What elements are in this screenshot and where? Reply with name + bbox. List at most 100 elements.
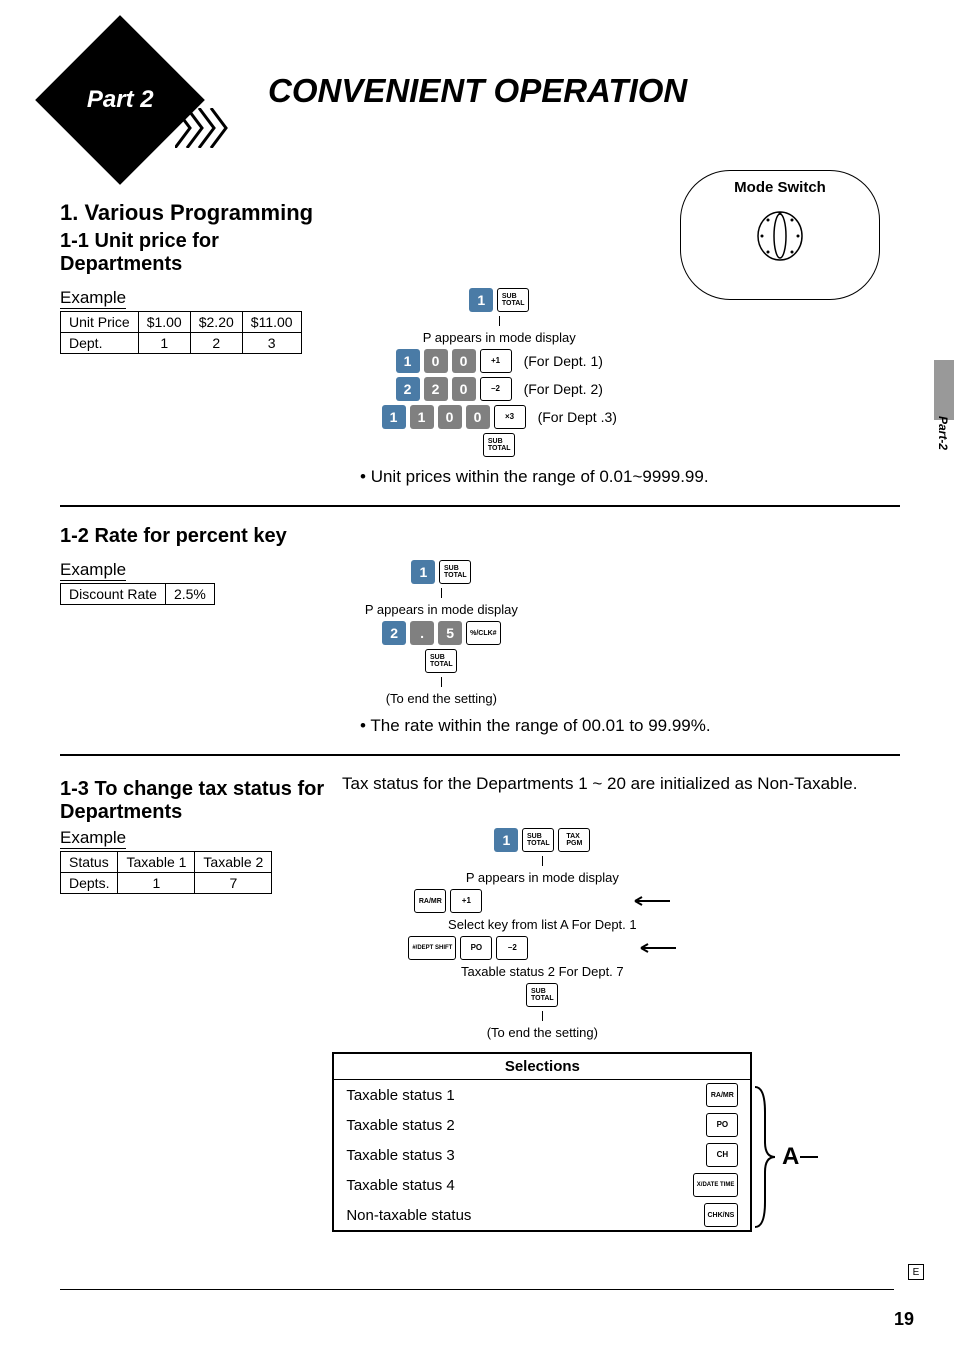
pct-key-icon: %/CLK# [466,621,500,645]
arrow-left-icon [636,943,676,953]
side-part-label: Part-2 [936,416,950,450]
example-label: Example [60,288,126,309]
cell: 7 [195,873,272,894]
annot: (For Dept. 1) [524,353,603,369]
cell: 3 [242,333,301,354]
keyrow: 1 SUB TOTAL [411,560,471,584]
sel-label: Taxable status 4 [346,1177,454,1194]
sel-key-icon: X/DATE TIME [693,1173,739,1197]
note-1-1: Unit prices within the range of 0.01~999… [360,467,900,487]
sel-row: Taxable status 1 RA/MR [334,1080,750,1110]
sel-key-icon: PO [706,1113,738,1137]
example-label: Example [60,560,126,581]
num-key-icon: 0 [452,349,476,373]
e-box: E [908,1264,924,1280]
sel-label: Taxable status 2 [346,1117,454,1134]
keyrow: 1 SUB TOTAL [469,288,529,312]
annot: (For Dept. 2) [524,381,603,397]
example-1-2: Example Discount Rate 2.5% [60,560,215,605]
cell: 1 [118,873,195,894]
cell: $11.00 [242,312,301,333]
selections-table: Selections Taxable status 1 RA/MR Taxabl… [332,1052,752,1232]
selections-header: Selections [334,1054,750,1080]
keyrow: SUB TOTAL [483,433,515,457]
dept-key-icon: +1 [480,349,512,373]
mode-switch-box: Mode Switch [680,170,880,300]
table-row: Depts. 1 7 [61,873,272,894]
sel-label: Taxable status 3 [346,1147,454,1164]
cell: $1.00 [138,312,190,333]
keyrow: SUB TOTAL [526,983,558,1007]
vline-icon [499,316,500,326]
sel-label: Taxable status 1 [346,1087,454,1104]
shift-key-icon: #/DEPT SHIFT [408,936,456,960]
keyrow: #/DEPT SHIFT PO –2 [408,936,676,960]
keyseq-1-1: 1 SUB TOTAL P appears in mode display 1 … [382,288,617,457]
num-key-icon: 1 [411,560,435,584]
keyseq-1-2: 1 SUB TOTAL P appears in mode display 2 … [365,560,518,706]
tax-table: Status Taxable 1 Taxable 2 Depts. 1 7 [60,851,272,894]
keyrow: 2 2 0 –2 (For Dept. 2) [396,377,603,401]
keyrow: RA/MR +1 [414,889,670,913]
num-key-icon: 1 [469,288,493,312]
table-row: Unit Price $1.00 $2.20 $11.00 [61,312,302,333]
vline-icon [441,677,442,687]
sel-row: Non-taxable status CHK/NS [334,1200,750,1230]
keyrow: 1 0 0 +1 (For Dept. 1) [396,349,603,373]
cell: Discount Rate [61,584,166,605]
keyrow: 1 1 0 0 ×3 (For Dept .3) [382,405,617,429]
cell: $2.20 [190,312,242,333]
part-badge: Part 2 [40,20,220,200]
subtotal-key-icon: SUB TOTAL [522,828,554,852]
note-1-2: The rate within the range of 00.01 to 99… [360,716,900,736]
num-key-icon: 2 [396,377,420,401]
table-row: Discount Rate 2.5% [61,584,215,605]
example-label: Example [60,828,126,849]
vline-icon [542,1011,543,1021]
dept-key-icon: +1 [450,889,482,913]
discount-table: Discount Rate 2.5% [60,583,215,605]
mode-switch-label: Mode Switch [681,179,879,196]
num-key-icon: 0 [466,405,490,429]
section-1-3-heading: 1-3 To change tax status for Departments [60,778,330,824]
sel-row: Taxable status 2 PO [334,1110,750,1140]
num-key-icon: 0 [424,349,448,373]
keyrow: SUB TOTAL [425,649,457,673]
cell: Dept. [61,333,139,354]
end-msg: (To end the setting) [487,1025,598,1040]
subtotal-key-icon: SUB TOTAL [526,983,558,1007]
num-key-icon: 1 [396,349,420,373]
annot: Taxable status 2 For Dept. 7 [461,964,624,979]
subtotal-key-icon: SUB TOTAL [425,649,457,673]
vline-icon [441,588,442,598]
page-number: 19 [894,1309,914,1330]
sel-row: Taxable status 4 X/DATE TIME [334,1170,750,1200]
example-1-3: Example Status Taxable 1 Taxable 2 Depts… [60,828,272,894]
chevrons-icon [175,108,255,148]
footer-line [60,1289,894,1290]
num-key-icon: 1 [494,828,518,852]
po-key-icon: PO [460,936,492,960]
unit-price-table: Unit Price $1.00 $2.20 $11.00 Dept. 1 2 … [60,311,302,354]
part-label: Part 2 [87,86,154,114]
cell: 1 [138,333,190,354]
dept-key-icon: –2 [480,377,512,401]
ra-key-icon: RA/MR [414,889,446,913]
section-1-3-body: Tax status for the Departments 1 ~ 20 ar… [342,774,900,794]
section-1-1-heading: 1-1 Unit price for Departments [60,230,340,276]
tax-key-icon: TAX PGM [558,828,590,852]
subtotal-key-icon: SUB TOTAL [483,433,515,457]
cell: Status [61,852,118,873]
sel-key-icon: CH [706,1143,738,1167]
example-1-1: Example Unit Price $1.00 $2.20 $11.00 De… [60,288,302,354]
sel-row: Taxable status 3 CH [334,1140,750,1170]
sel-key-icon: RA/MR [706,1083,738,1107]
num-key-icon: 1 [410,405,434,429]
sel-key-icon: CHK/NS [704,1203,739,1227]
annot: Select key from list A For Dept. 1 [448,917,637,932]
divider [60,505,900,507]
mode-switch-dial-icon [750,204,810,264]
p-msg: P appears in mode display [466,870,619,885]
sel-label: Non-taxable status [346,1207,471,1224]
end-msg: (To end the setting) [386,691,497,706]
